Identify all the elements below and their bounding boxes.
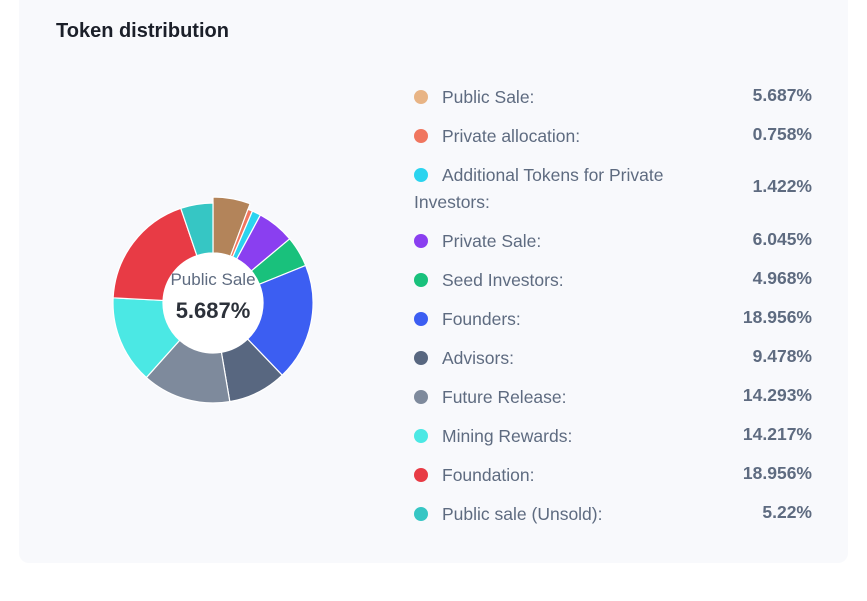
legend-item[interactable]: Foundation: 18.956% [414, 462, 812, 489]
legend-color-dot [414, 273, 428, 287]
legend-item[interactable]: Mining Rewards: 14.217% [414, 423, 812, 450]
legend-value: 18.956% [742, 307, 812, 327]
legend-label: Private allocation: [442, 126, 581, 146]
legend-color-dot [414, 468, 428, 482]
center-value: 5.687% [176, 298, 251, 323]
legend-label: Public sale (Unsold): [442, 504, 603, 524]
legend-value: 18.956% [742, 463, 812, 483]
legend-item[interactable]: Future Release: 14.293% [414, 384, 812, 411]
legend-item[interactable]: Founders: 18.956% [414, 306, 812, 333]
legend-value: 1.422% [752, 176, 812, 196]
donut-chart: Public Sale 5.687% [112, 196, 314, 404]
legend-value: 0.758% [752, 124, 812, 144]
legend-color-dot [414, 90, 428, 104]
legend-color-dot [414, 312, 428, 326]
legend-value: 4.968% [752, 268, 812, 288]
legend-label: Founders: [442, 309, 521, 329]
legend-item[interactable]: Private allocation: 0.758% [414, 123, 812, 150]
legend-label: Future Release: [442, 387, 567, 407]
card-title: Token distribution [56, 20, 229, 42]
legend-label: Foundation: [442, 465, 535, 485]
legend-color-dot [414, 429, 428, 443]
legend-item[interactable]: Seed Investors: 4.968% [414, 267, 812, 294]
legend-value: 5.687% [752, 85, 812, 105]
legend-item[interactable]: Private Sale: 6.045% [414, 228, 812, 255]
legend-value: 14.217% [742, 424, 812, 444]
legend-color-dot [414, 168, 428, 182]
legend-color-dot [414, 129, 428, 143]
legend-label: Public Sale: [442, 87, 535, 107]
legend-item[interactable]: Additional Tokens for Private Investors:… [414, 162, 812, 216]
legend-label: Private Sale: [442, 231, 542, 251]
legend-value: 9.478% [752, 346, 812, 366]
donut-hole [163, 253, 263, 353]
legend-value: 14.293% [742, 385, 812, 405]
legend-color-dot [414, 234, 428, 248]
legend-value: 5.22% [762, 502, 812, 522]
legend-color-dot [414, 507, 428, 521]
legend-color-dot [414, 351, 428, 365]
legend-color-dot [414, 390, 428, 404]
center-label: Public Sale [170, 270, 255, 289]
legend-label: Seed Investors: [442, 270, 564, 290]
legend-label: Additional Tokens for Private Investors: [414, 165, 664, 212]
legend-label: Advisors: [442, 348, 514, 368]
legend-item[interactable]: Advisors: 9.478% [414, 345, 812, 372]
legend-item[interactable]: Public Sale: 5.687% [414, 84, 812, 111]
legend-value: 6.045% [752, 229, 812, 249]
legend-item[interactable]: Public sale (Unsold): 5.22% [414, 501, 812, 528]
legend-label: Mining Rewards: [442, 426, 573, 446]
